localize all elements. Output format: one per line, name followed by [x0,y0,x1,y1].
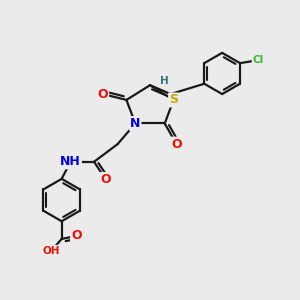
Text: H: H [160,76,169,86]
Text: S: S [169,93,178,106]
Text: NH: NH [60,155,81,168]
Text: N: N [130,117,140,130]
Text: O: O [98,88,108,100]
Text: OH: OH [43,246,60,256]
Text: O: O [171,138,182,151]
Text: Cl: Cl [253,55,264,65]
Text: O: O [100,173,111,186]
Text: O: O [71,230,82,242]
